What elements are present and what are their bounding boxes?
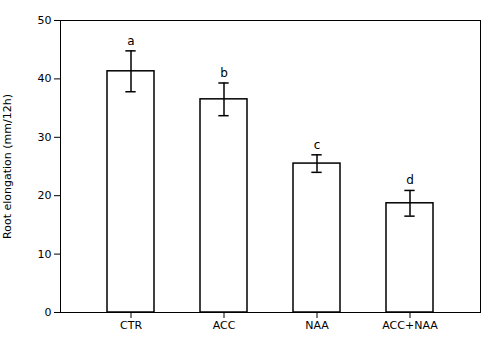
svg-text:b: b bbox=[220, 66, 228, 80]
svg-text:20: 20 bbox=[38, 189, 52, 202]
svg-text:ACC+NAA: ACC+NAA bbox=[382, 319, 438, 332]
svg-text:c: c bbox=[314, 138, 321, 152]
svg-text:0: 0 bbox=[45, 306, 52, 319]
svg-text:a: a bbox=[127, 34, 134, 48]
svg-text:50: 50 bbox=[38, 14, 52, 27]
svg-text:CTR: CTR bbox=[120, 319, 142, 332]
svg-text:Root elongation (mm/12h): Root elongation (mm/12h) bbox=[1, 94, 14, 239]
svg-text:30: 30 bbox=[38, 131, 52, 144]
svg-text:NAA: NAA bbox=[305, 319, 329, 332]
svg-text:ACC: ACC bbox=[213, 319, 236, 332]
svg-text:d: d bbox=[406, 173, 414, 187]
svg-text:10: 10 bbox=[38, 248, 52, 261]
svg-text:40: 40 bbox=[38, 72, 52, 85]
